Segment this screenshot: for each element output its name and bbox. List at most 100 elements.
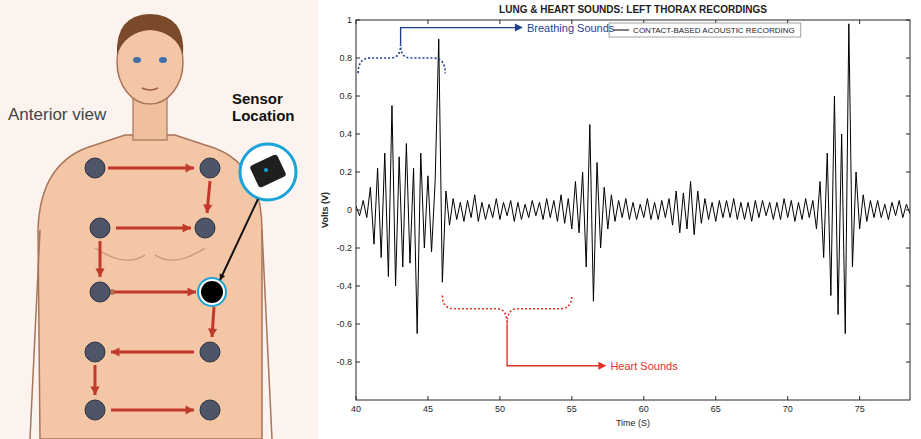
y-tick-label: -0.2: [336, 243, 352, 253]
x-tick: [859, 20, 860, 24]
legend: CONTACT-BASED ACOUSTIC RECORDING: [609, 23, 801, 37]
plot-area: [356, 20, 910, 400]
annotations: Breathing Sounds Heart Sounds: [358, 22, 678, 372]
annotation-leader: [507, 324, 600, 366]
sensor-arrow: [220, 199, 258, 280]
y-tick: [356, 172, 360, 173]
view-label: Anterior view: [8, 105, 107, 124]
y-tick: [356, 20, 360, 21]
x-tick-label: 75: [855, 404, 865, 414]
y-axis-title: Volts (V): [320, 192, 330, 228]
figure: Anterior view SensorLocation LUNG & HEART …: [0, 0, 921, 439]
y-tick: [356, 362, 360, 363]
torso: [38, 135, 262, 439]
plot-frame: [356, 20, 910, 400]
x-tick-label: 60: [639, 404, 649, 414]
x-tick: [571, 396, 572, 400]
x-tick: [787, 396, 788, 400]
y-tick-label: -0.4: [336, 281, 352, 291]
y-tick-label: 0.6: [339, 91, 352, 101]
x-tick-label: 70: [783, 404, 793, 414]
y-tick: [356, 248, 360, 249]
y-tick: [906, 96, 910, 97]
sensor-point: [201, 281, 223, 303]
x-tick-label: 50: [495, 404, 505, 414]
path-arrow-head: [111, 347, 119, 356]
path-arrow-head: [208, 328, 217, 337]
legend-swatch: [613, 30, 629, 31]
x-tick: [499, 20, 500, 24]
x-tick: [356, 396, 357, 400]
x-tick-label: 45: [423, 404, 433, 414]
path-arrow-head: [186, 163, 194, 172]
annotation-label: Breathing Sounds: [527, 22, 615, 34]
y-tick: [356, 96, 360, 97]
sensor-label: SensorLocation: [232, 90, 295, 124]
data-line: [356, 24, 910, 334]
data-group: [356, 24, 910, 334]
y-tick: [356, 210, 360, 211]
y-tick-label: 1: [347, 15, 352, 25]
y-tick: [906, 134, 910, 135]
path-arrow: [108, 167, 194, 170]
point: [200, 400, 220, 420]
y-tick: [906, 58, 910, 59]
point: [195, 218, 215, 238]
path-arrow-head: [95, 269, 104, 277]
x-tick-label: 65: [711, 404, 721, 414]
path-arrow-head: [188, 287, 196, 296]
y-tick: [356, 286, 360, 287]
point: [90, 218, 110, 238]
path-arrow-head: [203, 204, 212, 213]
body-diagram: Anterior view SensorLocation: [0, 0, 318, 439]
point: [90, 282, 110, 302]
x-tick: [643, 396, 644, 400]
title: LUNG & HEART SOUNDS: LEFT THORAX RECORDI…: [499, 4, 767, 15]
annotation-bracket: [358, 45, 445, 73]
path-arrow: [114, 291, 196, 294]
sensor-label-line: Sensor: [232, 90, 283, 107]
y-tick: [906, 210, 910, 211]
eye: [133, 57, 141, 63]
annotation-arrowhead: [515, 24, 523, 32]
y-tick: [356, 134, 360, 135]
point: [85, 158, 105, 178]
y-tick: [356, 58, 360, 59]
y-tick: [906, 324, 910, 325]
x-tick-label: 40: [351, 404, 361, 414]
arm-outline: [30, 230, 272, 439]
y-tick: [906, 286, 910, 287]
x-axis-title: Time (S): [616, 418, 650, 428]
path-arrow: [111, 351, 194, 354]
chest-line: [95, 248, 205, 260]
legend-label: CONTACT-BASED ACOUSTIC RECORDING: [633, 26, 795, 35]
point: [200, 158, 220, 178]
y-tick: [906, 362, 910, 363]
annotation-arrowhead: [598, 362, 606, 370]
annotation-leader: [401, 28, 517, 45]
sensor-arrow-head: [220, 274, 226, 280]
sensor-label-line: Location: [232, 107, 295, 124]
x-tick: [427, 396, 428, 400]
x-tick: [715, 396, 716, 400]
y-tick: [906, 248, 910, 249]
point: [200, 342, 220, 362]
diagram-ground: [0, 0, 318, 439]
annotation-label: Heart Sounds: [610, 360, 678, 372]
x-tick: [427, 20, 428, 24]
path-arrow: [116, 227, 191, 230]
y-tick: [356, 324, 360, 325]
device: [249, 154, 286, 188]
annotation-bracket: [442, 296, 572, 325]
mouth: [142, 88, 158, 90]
path-arrow-head: [183, 223, 191, 232]
sensor-ring: [198, 278, 226, 306]
point: [85, 400, 105, 420]
x-tick: [499, 396, 500, 400]
legend-box: [609, 23, 801, 37]
y-tick-label: 0: [347, 205, 352, 215]
device-ring: [240, 144, 296, 200]
eye: [159, 57, 167, 63]
y-tick-label: 0.8: [339, 53, 352, 63]
y-tick-label: 0.4: [339, 129, 352, 139]
